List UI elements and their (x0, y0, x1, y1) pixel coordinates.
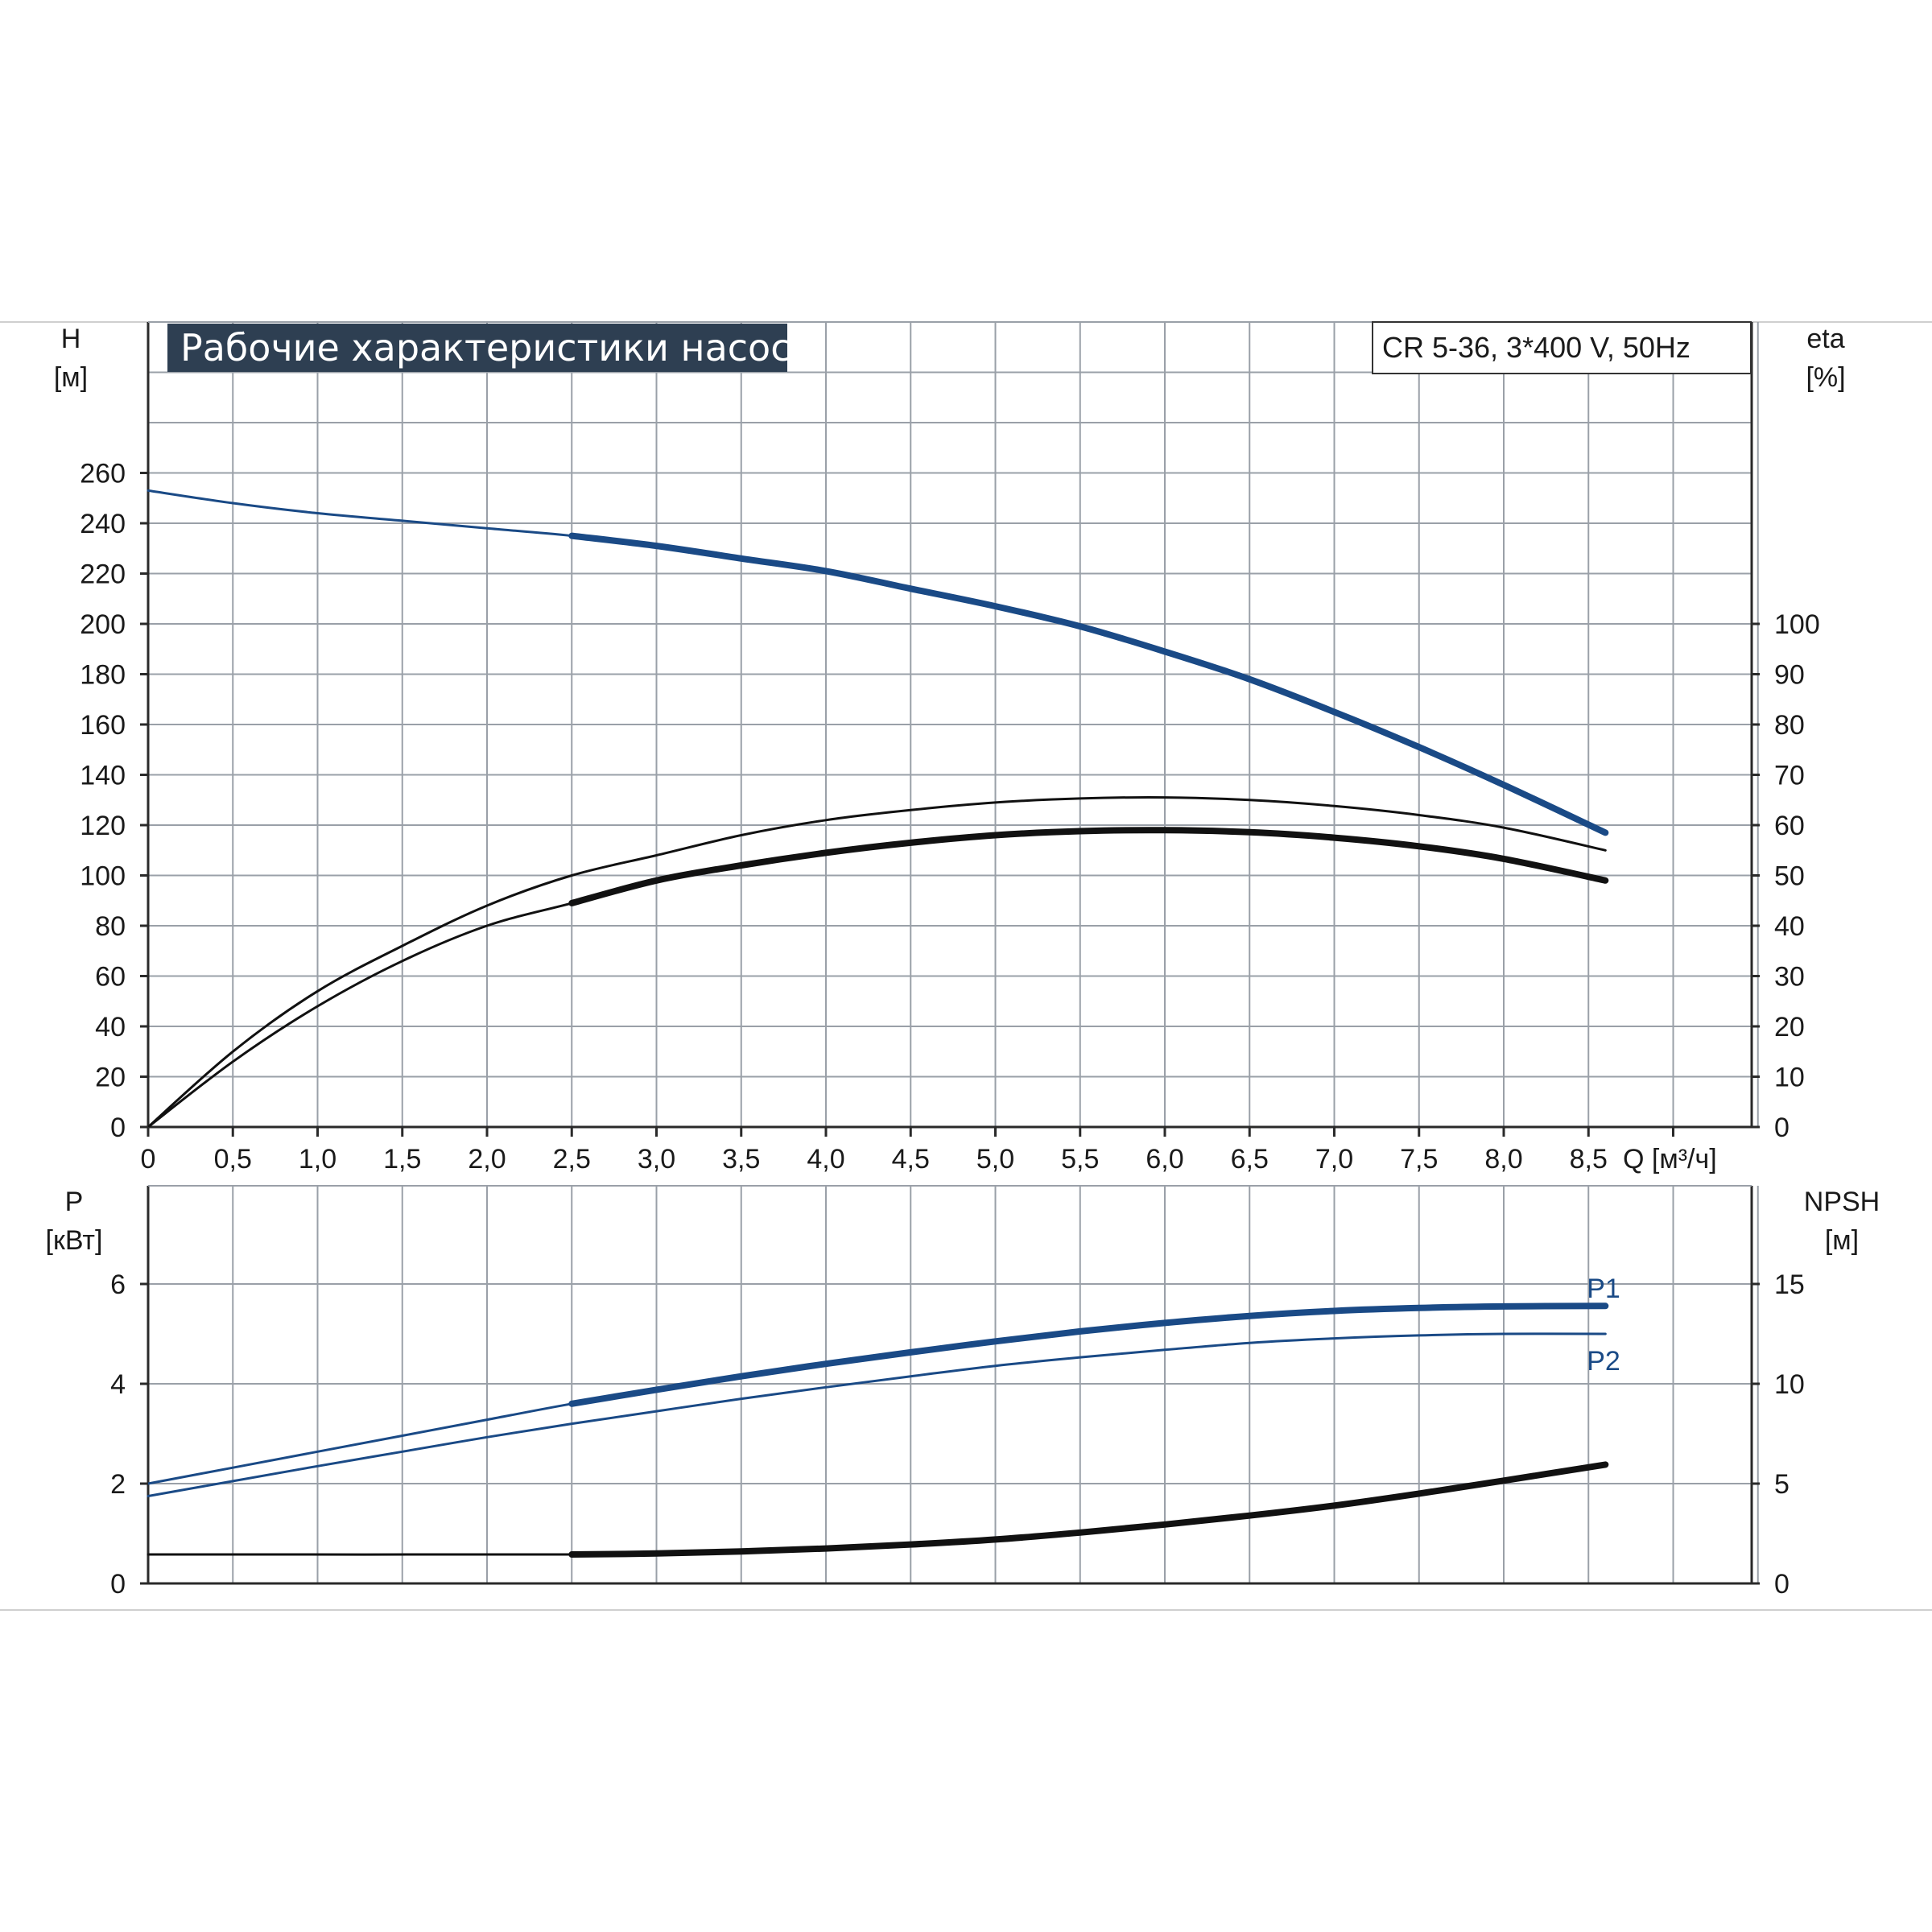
upper-left-tick-label: 180 (80, 660, 126, 691)
lower-series-p1-line-operating-range (568, 1302, 1609, 1407)
x-tick-label: 8,5 (1570, 1144, 1608, 1174)
x-tick-label: 2,0 (468, 1144, 506, 1174)
x-tick-label: 5,0 (976, 1144, 1014, 1174)
x-axis-unit-label: Q [м³/ч] (1623, 1144, 1717, 1174)
series-label-p1: P1 (1587, 1274, 1620, 1304)
upper-left-tick-label: 20 (95, 1063, 126, 1093)
upper-right-tick-label: 10 (1774, 1063, 1805, 1093)
upper-left-tick-label: 120 (80, 811, 126, 841)
x-tick-label: 7,5 (1400, 1144, 1438, 1174)
lower-series-2-line-operating-range (568, 1461, 1609, 1558)
lower-left-tick-label: 2 (110, 1469, 126, 1500)
model-label: CR 5-36, 3*400 V, 50Hz (1382, 331, 1690, 364)
lower-right-tick-label: 15 (1774, 1269, 1805, 1300)
upper-left-tick-label: 80 (95, 911, 126, 942)
upper-left-tick-label: 60 (95, 962, 126, 993)
lower-left-tick-label: 6 (110, 1269, 126, 1300)
upper-left-axis-unit: [м] (54, 362, 88, 393)
lower-left-axis-unit: [кВт] (46, 1225, 103, 1256)
upper-right-tick-label: 50 (1774, 861, 1805, 892)
upper-right-tick-label: 100 (1774, 609, 1820, 640)
x-tick-label: 4,0 (807, 1144, 844, 1174)
upper-right-axis-unit: [%] (1806, 362, 1845, 393)
upper-right-tick-label: 0 (1774, 1113, 1790, 1143)
upper-left-tick-label: 200 (80, 609, 126, 640)
upper-right-tick-label: 70 (1774, 761, 1805, 791)
x-tick-label: 0 (141, 1144, 156, 1174)
lower-right-tick-label: 5 (1774, 1469, 1790, 1500)
upper-series-1-line (147, 796, 1607, 1129)
lower-chart-grid (147, 1185, 1759, 1585)
series-label-p2: P2 (1587, 1346, 1620, 1377)
title-box (167, 324, 787, 372)
chart-title: Рабочие характеристики насоса (180, 326, 814, 369)
x-tick-label: 0,5 (214, 1144, 252, 1174)
upper-right-tick-label: 40 (1774, 911, 1805, 942)
upper-left-tick-label: 0 (110, 1113, 126, 1143)
upper-left-tick-label: 160 (80, 710, 126, 741)
lower-series-p2-line (147, 1332, 1607, 1497)
upper-left-tick-label: 140 (80, 761, 126, 791)
lower-left-tick-label: 4 (110, 1369, 126, 1400)
x-tick-label: 7,0 (1315, 1144, 1353, 1174)
upper-right-axis-title: eta (1806, 324, 1844, 354)
lower-left-tick-label: 0 (110, 1569, 126, 1600)
upper-series-2-line-operating-range (568, 827, 1609, 906)
upper-series-0-line-operating-range (568, 532, 1609, 836)
upper-right-tick-label: 60 (1774, 811, 1805, 841)
model-label-box (1372, 321, 1752, 374)
x-tick-label: 1,5 (383, 1144, 421, 1174)
upper-chart-ticks: 0204060801001201401601802002202402600102… (80, 459, 1819, 1175)
upper-left-tick-label: 40 (95, 1012, 126, 1042)
outer-frame-lines (0, 321, 1932, 1611)
upper-left-tick-label: 240 (80, 509, 126, 539)
x-tick-label: 2,5 (553, 1144, 591, 1174)
lower-right-axis-title: NPSH (1804, 1187, 1880, 1217)
x-tick-label: 8,0 (1484, 1144, 1522, 1174)
upper-series-0-line (147, 489, 1607, 834)
x-tick-label: 3,5 (722, 1144, 760, 1174)
upper-chart-series (147, 489, 1609, 1129)
upper-left-axis-title: H (61, 324, 81, 354)
x-tick-label: 6,0 (1146, 1144, 1183, 1174)
upper-right-tick-label: 80 (1774, 710, 1805, 741)
upper-left-tick-label: 220 (80, 559, 126, 590)
upper-left-tick-label: 260 (80, 459, 126, 489)
lower-right-tick-label: 0 (1774, 1569, 1790, 1600)
lower-chart-series (147, 1302, 1609, 1558)
lower-right-tick-label: 10 (1774, 1369, 1805, 1400)
lower-left-axis-title: P (65, 1187, 84, 1217)
lower-chart-ticks: 0 2 4 6 0 5 10 15 (110, 1269, 1805, 1600)
upper-right-tick-label: 20 (1774, 1012, 1805, 1042)
x-tick-label: 5,5 (1061, 1144, 1099, 1174)
upper-chart-grid (147, 321, 1759, 1129)
x-tick-label: 4,5 (892, 1144, 930, 1174)
x-tick-label: 1,0 (299, 1144, 336, 1174)
lower-series-2-line (147, 1463, 1607, 1556)
lower-right-axis-unit: [м] (1825, 1225, 1859, 1256)
upper-left-tick-label: 100 (80, 861, 126, 892)
upper-right-tick-label: 90 (1774, 660, 1805, 691)
x-tick-label: 3,0 (638, 1144, 675, 1174)
upper-right-tick-label: 30 (1774, 962, 1805, 993)
x-tick-label: 6,5 (1231, 1144, 1269, 1174)
